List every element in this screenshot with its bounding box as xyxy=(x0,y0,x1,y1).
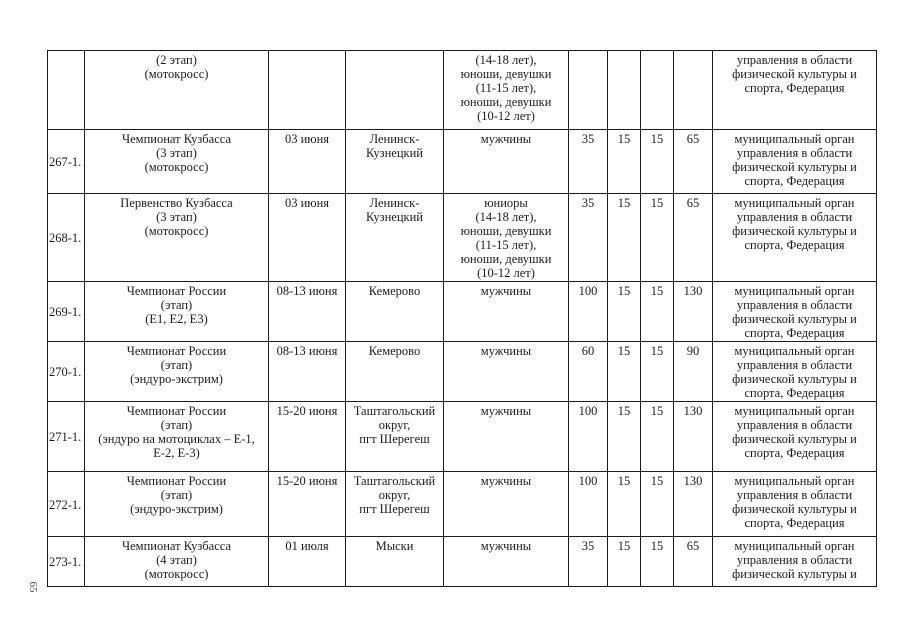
count-judges-cell: 15 xyxy=(607,536,641,587)
row-number-cell: 269-1. xyxy=(47,281,85,342)
count-total-cell: 130 xyxy=(673,281,713,342)
count-staff-cell: 15 xyxy=(640,129,674,194)
count-total-cell: 130 xyxy=(673,471,713,537)
event-name-cell: (2 этап) (мотокросс) xyxy=(84,50,269,130)
row-number-cell: 273-1. xyxy=(47,536,85,587)
table-row: 267-1. Чемпионат Кузбасса (3 этап) (мото… xyxy=(47,129,877,194)
date-cell: 08-13 июня xyxy=(268,341,346,402)
date-cell: 15-20 июня xyxy=(268,471,346,537)
table-row: 272-1. Чемпионат России (этап) (эндуро-э… xyxy=(47,471,877,537)
count-judges-cell: 15 xyxy=(607,341,641,402)
count-total-cell xyxy=(673,50,713,130)
participants-cell: мужчины xyxy=(443,401,569,472)
table-row: 271-1. Чемпионат России (этап) (эндуро н… xyxy=(47,401,877,472)
participants-cell: мужчины xyxy=(443,536,569,587)
count-judges-cell: 15 xyxy=(607,129,641,194)
row-number-cell: 268-1. xyxy=(47,193,85,282)
count-judges-cell: 15 xyxy=(607,193,641,282)
event-name-cell: Чемпионат России (этап) (эндуро на мотоц… xyxy=(84,401,269,472)
location-cell: Таштагольский округ, пгт Шерегеш xyxy=(345,471,444,537)
date-cell: 03 июня xyxy=(268,193,346,282)
date-cell: 01 июля xyxy=(268,536,346,587)
table-row: (2 этап) (мотокросс) (14-18 лет), юноши,… xyxy=(47,50,877,130)
count-participants-cell: 35 xyxy=(568,129,608,194)
count-total-cell: 130 xyxy=(673,401,713,472)
count-participants-cell: 100 xyxy=(568,401,608,472)
date-cell xyxy=(268,50,346,130)
count-staff-cell: 15 xyxy=(640,471,674,537)
row-number-cell: 271-1. xyxy=(47,401,85,472)
table-row: 273-1. Чемпионат Кузбасса (4 этап) (мото… xyxy=(47,536,877,587)
count-judges-cell: 15 xyxy=(607,281,641,342)
count-staff-cell xyxy=(640,50,674,130)
location-cell xyxy=(345,50,444,130)
count-participants-cell: 35 xyxy=(568,193,608,282)
count-participants-cell: 100 xyxy=(568,471,608,537)
count-staff-cell: 15 xyxy=(640,281,674,342)
count-judges-cell: 15 xyxy=(607,401,641,472)
count-staff-cell: 15 xyxy=(640,536,674,587)
count-staff-cell: 15 xyxy=(640,401,674,472)
table-row: 270-1. Чемпионат России (этап) (эндуро-э… xyxy=(47,341,877,402)
location-cell: Мыски xyxy=(345,536,444,587)
events-table: (2 этап) (мотокросс) (14-18 лет), юноши,… xyxy=(47,50,877,587)
location-cell: Таштагольский округ, пгт Шерегеш xyxy=(345,401,444,472)
count-staff-cell: 15 xyxy=(640,341,674,402)
table-row: 269-1. Чемпионат России (этап) (Е1, Е2, … xyxy=(47,281,877,342)
page-number: 65 xyxy=(27,581,39,593)
date-cell: 03 июня xyxy=(268,129,346,194)
organizer-cell: муниципальный орган управления в области… xyxy=(712,341,877,402)
count-participants-cell: 35 xyxy=(568,536,608,587)
count-judges-cell xyxy=(607,50,641,130)
event-name-cell: Чемпионат России (этап) (Е1, Е2, Е3) xyxy=(84,281,269,342)
count-participants-cell xyxy=(568,50,608,130)
count-judges-cell: 15 xyxy=(607,471,641,537)
location-cell: Кемерово xyxy=(345,281,444,342)
count-participants-cell: 100 xyxy=(568,281,608,342)
organizer-cell: муниципальный орган управления в области… xyxy=(712,401,877,472)
organizer-cell: муниципальный орган управления в области… xyxy=(712,129,877,194)
event-name-cell: Чемпионат Кузбасса (3 этап) (мотокросс) xyxy=(84,129,269,194)
event-name-cell: Чемпионат Кузбасса (4 этап) (мотокросс) xyxy=(84,536,269,587)
event-name-cell: Чемпионат России (этап) (эндуро-экстрим) xyxy=(84,341,269,402)
participants-cell: мужчины xyxy=(443,129,569,194)
organizer-cell: муниципальный орган управления в области… xyxy=(712,471,877,537)
count-total-cell: 65 xyxy=(673,193,713,282)
row-number-cell: 272-1. xyxy=(47,471,85,537)
organizer-cell: муниципальный орган управления в области… xyxy=(712,536,877,587)
organizer-cell: муниципальный орган управления в области… xyxy=(712,193,877,282)
count-staff-cell: 15 xyxy=(640,193,674,282)
participants-cell: мужчины xyxy=(443,281,569,342)
organizer-cell: муниципальный орган управления в области… xyxy=(712,281,877,342)
participants-cell: юниоры (14-18 лет), юноши, девушки (11-1… xyxy=(443,193,569,282)
participants-cell: мужчины xyxy=(443,471,569,537)
participants-cell: (14-18 лет), юноши, девушки (11-15 лет),… xyxy=(443,50,569,130)
organizer-cell: управления в области физической культуры… xyxy=(712,50,877,130)
location-cell: Ленинск- Кузнецкий xyxy=(345,193,444,282)
row-number-cell xyxy=(47,50,85,130)
date-cell: 15-20 июня xyxy=(268,401,346,472)
location-cell: Ленинск- Кузнецкий xyxy=(345,129,444,194)
table-row: 268-1. Первенство Кузбасса (3 этап) (мот… xyxy=(47,193,877,282)
date-cell: 08-13 июня xyxy=(268,281,346,342)
count-participants-cell: 60 xyxy=(568,341,608,402)
event-name-cell: Чемпионат России (этап) (эндуро-экстрим) xyxy=(84,471,269,537)
count-total-cell: 65 xyxy=(673,129,713,194)
location-cell: Кемерово xyxy=(345,341,444,402)
row-number-cell: 270-1. xyxy=(47,341,85,402)
count-total-cell: 90 xyxy=(673,341,713,402)
event-name-cell: Первенство Кузбасса (3 этап) (мотокросс) xyxy=(84,193,269,282)
count-total-cell: 65 xyxy=(673,536,713,587)
row-number-cell: 267-1. xyxy=(47,129,85,194)
participants-cell: мужчины xyxy=(443,341,569,402)
